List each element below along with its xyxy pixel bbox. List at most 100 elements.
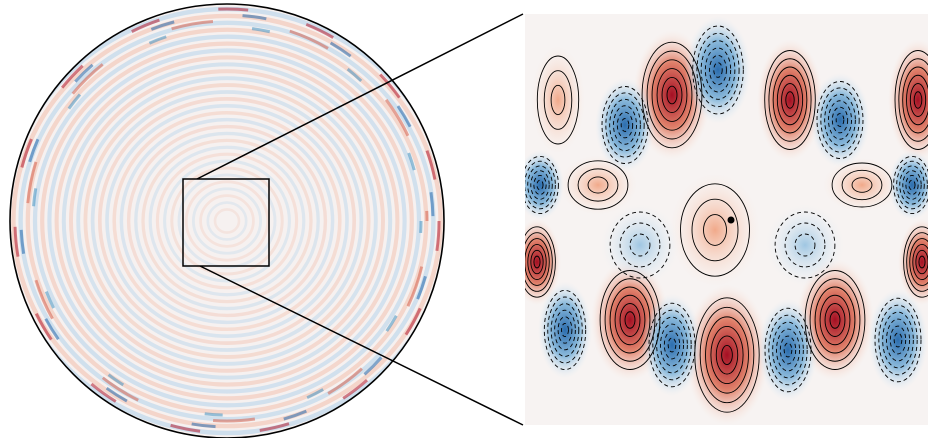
contour-positive (715, 335, 739, 375)
contour-positive (829, 311, 841, 329)
trough (595, 77, 655, 173)
contour-negative (648, 302, 696, 388)
contour-negative (547, 296, 583, 364)
edge-band (13, 7, 441, 435)
ring (184, 180, 270, 262)
crest (757, 39, 823, 161)
contour-positive (614, 294, 646, 346)
ring (97, 97, 357, 345)
contour-negative (774, 211, 836, 279)
contour-positive (567, 160, 629, 210)
contour-negative (794, 233, 816, 257)
contour-positive (599, 270, 661, 370)
contour-negative (629, 233, 651, 257)
contour-negative (764, 307, 812, 393)
contour-negative (527, 165, 553, 205)
contour-positive (641, 41, 703, 149)
contour-negative (893, 155, 928, 215)
contour-negative (882, 311, 914, 369)
edge-band (31, 25, 423, 417)
contour-positive (831, 162, 893, 208)
zoom-box (182, 178, 270, 267)
trough (525, 149, 564, 221)
zoom-line (199, 265, 524, 426)
contour-positive (543, 70, 573, 130)
contour-negative (609, 98, 641, 152)
contour-positive (841, 169, 883, 201)
contour-positive (906, 74, 928, 126)
trough (601, 204, 679, 286)
crest (531, 46, 585, 154)
contour-negative (835, 113, 845, 127)
contour-negative (609, 211, 671, 279)
contour-negative (601, 86, 649, 164)
contour-positive (666, 85, 678, 105)
contour-negative (893, 332, 903, 348)
contour-positive (703, 214, 727, 246)
contour-positive (903, 226, 928, 298)
contour-positive (768, 58, 812, 142)
contour-positive (550, 84, 566, 116)
contour-positive (680, 183, 750, 277)
ring (199, 194, 255, 248)
contour-negative (700, 40, 736, 100)
contour-negative (525, 155, 559, 215)
zoom-panel (525, 14, 928, 425)
ring (11, 13, 443, 429)
contour-positive (619, 303, 641, 337)
contour-negative (613, 105, 637, 145)
contour-positive (705, 316, 749, 394)
trough (538, 281, 592, 379)
contour-positive (851, 177, 873, 193)
contour-negative (530, 170, 550, 200)
contour-positive (699, 306, 755, 404)
contour-positive (902, 66, 928, 134)
disk-outline (9, 3, 445, 438)
contour-positive (656, 68, 688, 122)
ring (83, 83, 371, 359)
crest (888, 39, 928, 161)
contour-positive (533, 255, 541, 269)
contour-negative (908, 179, 916, 191)
contour-negative (899, 165, 925, 205)
contour-negative (554, 309, 576, 351)
contour-positive (525, 238, 550, 286)
ring (155, 152, 299, 290)
contour-negative (768, 314, 808, 386)
trough (685, 16, 751, 124)
contour-negative (525, 160, 556, 210)
contour-positive (530, 249, 544, 275)
contour-positive (710, 325, 744, 385)
contour-negative (874, 297, 922, 383)
contour-negative (709, 54, 727, 86)
contour-positive (772, 66, 808, 134)
contour-negative (896, 160, 928, 210)
contour-positive (913, 91, 923, 109)
contour-negative (820, 87, 860, 153)
wave-rings (10, 4, 444, 438)
trough (868, 288, 928, 392)
trough (642, 293, 702, 397)
ring (177, 173, 277, 269)
contour-positive (915, 249, 928, 275)
contour-negative (652, 309, 692, 381)
contour-positive (906, 232, 928, 292)
trough (888, 149, 928, 221)
ring (40, 41, 414, 401)
edge-band (25, 19, 429, 423)
ring (170, 166, 284, 276)
contour-negative (713, 62, 723, 78)
contour-negative (831, 106, 849, 134)
contour-negative (696, 32, 740, 108)
contour-positive (918, 255, 926, 269)
contour-positive (604, 278, 656, 362)
ring (61, 62, 393, 380)
contour-negative (824, 93, 856, 147)
trough (758, 298, 818, 402)
contour-negative (660, 323, 684, 367)
crest (670, 173, 760, 287)
contour-positive (587, 176, 609, 194)
contour-negative (561, 322, 569, 338)
ring (105, 103, 349, 339)
